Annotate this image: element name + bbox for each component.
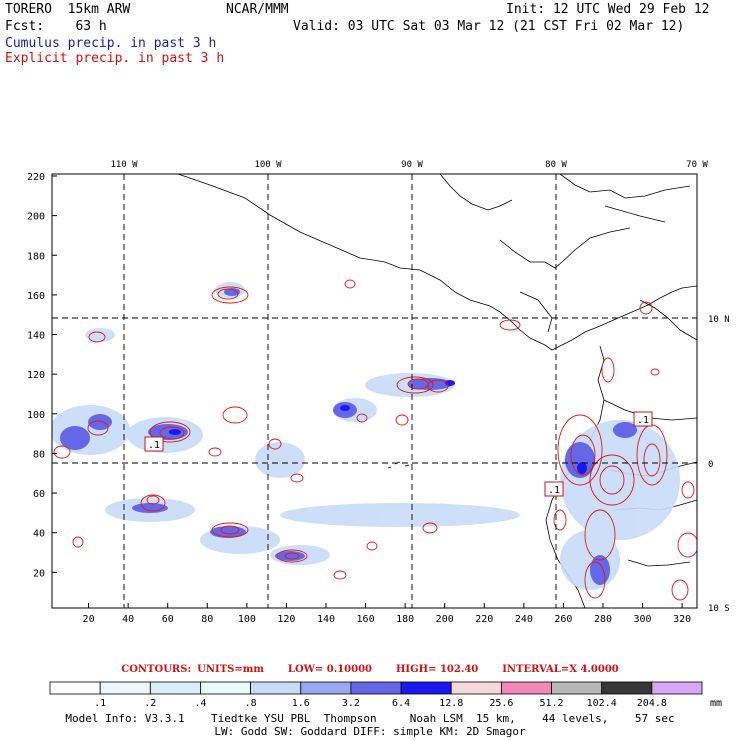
colorbar-label: 12.8 [439, 698, 463, 709]
x-axis: 20 40 60 80 100 120 140 160 180 200 220 240 260 280 30… [83, 603, 691, 625]
x-tick-label: 20 [83, 614, 95, 625]
y-tick-label: 120 [27, 370, 45, 381]
contour-title: CONTOURS: [121, 664, 192, 675]
valid-time: Valid: 03 UTC Sat 03 Mar 12 (21 CST Fri … [293, 19, 685, 34]
explicit-contours [53, 279, 697, 601]
colorbar-swatch [99, 681, 151, 695]
y-axis: 20 40 60 80 100 120 140 160 180 200 220 [27, 172, 57, 579]
colorbar-label: 204.8 [637, 698, 667, 709]
colorbar-label: .4 [194, 698, 206, 709]
y-tick-label: 60 [33, 489, 45, 500]
organization: NCAR/MMM [226, 2, 289, 17]
colorbar-label: 3.2 [342, 698, 360, 709]
y-tick-label: 220 [27, 172, 45, 183]
lon-label: 90 W [401, 160, 423, 170]
colorbar-swatch [49, 681, 101, 695]
colorbar-label: 51.2 [539, 698, 563, 709]
precip-shading [52, 282, 680, 590]
forecast-hour: Fcst: 63 h [5, 19, 107, 34]
map-frame [51, 173, 698, 609]
y-tick-label: 40 [33, 529, 45, 540]
x-tick-label: 60 [162, 614, 174, 625]
x-tick-label: 180 [396, 614, 414, 625]
y-tick-label: 100 [27, 410, 45, 421]
colorbar-label: .8 [245, 698, 257, 709]
lon-label: 100 W [254, 160, 282, 170]
x-tick-label: 100 [238, 614, 256, 625]
y-tick-label: 80 [33, 449, 45, 460]
x-tick-label: 320 [673, 614, 691, 625]
lat-labels: 10 N 0 10 S [708, 315, 730, 614]
model-info: Model Info: V3.3.1 Tiedtke YSU PBL Thomp… [65, 712, 675, 725]
x-tick-label: 160 [357, 614, 375, 625]
lat-label: 10 N [708, 315, 730, 325]
colorbar-label: 6.4 [392, 698, 410, 709]
lat-label: 0 [708, 460, 713, 470]
colorbar-swatch [551, 681, 603, 695]
model-title: TORERO 15km ARW [5, 2, 131, 17]
colorbar-unit: mm [710, 698, 722, 709]
y-tick-label: 200 [27, 212, 45, 223]
x-tick-label: 140 [317, 614, 335, 625]
lon-label: 110 W [110, 160, 138, 170]
colorbar-label: .2 [144, 698, 156, 709]
explicit-legend: Explicit precip. in past 3 h [5, 51, 225, 66]
colorbar-label: 102.4 [587, 698, 617, 709]
contour-units: UNITS=mm [197, 664, 264, 675]
x-tick-label: 220 [475, 614, 493, 625]
y-tick-label: 160 [27, 291, 45, 302]
colorbar-label: 25.6 [489, 698, 513, 709]
colorbar-label: .1 [94, 698, 106, 709]
colorbar-swatch [651, 681, 703, 695]
lon-label: 80 W [545, 160, 567, 170]
box-label-3: .1 [637, 415, 649, 426]
box-label-2: .1 [548, 485, 560, 496]
lon-labels: 110 W 100 W 90 W 80 W 70 W [110, 160, 708, 170]
colorbar-swatch [350, 681, 402, 695]
contour-high: HIGH= 102.40 [395, 664, 479, 675]
contour-interval: INTERVAL=X 4.0000 [502, 664, 619, 675]
lat-lon-grid [52, 174, 697, 608]
colorbar-swatch [450, 681, 502, 695]
box-label-1: .1 [148, 440, 160, 451]
y-tick-label: 140 [27, 331, 45, 342]
colorbar-swatch [300, 681, 352, 695]
colorbar-swatch [200, 681, 252, 695]
lat-label: 10 S [708, 604, 730, 614]
x-tick-label: 40 [122, 614, 134, 625]
contour-info: CONTOURS: UNITS=mm LOW= 0.10000 HIGH= 102.4… [0, 664, 740, 675]
map-content [52, 174, 697, 608]
color-bar: .1.2.4.8 1.6 3.2 6.4 12.8 25.6 51.2 102.4 204.8 … [49, 681, 722, 709]
x-tick-label: 280 [594, 614, 612, 625]
colorbar-label: 1.6 [292, 698, 310, 709]
cumulus-legend: Cumulus precip. in past 3 h [5, 36, 217, 51]
colorbar-swatch [149, 681, 201, 695]
y-tick-label: 20 [33, 568, 45, 579]
x-tick-label: 240 [515, 614, 533, 625]
lon-label: 70 W [686, 160, 708, 170]
y-tick-label: 180 [27, 251, 45, 262]
colorbar-swatch [250, 681, 302, 695]
x-tick-label: 260 [554, 614, 572, 625]
box-labels: .1 .1 .1 [144, 411, 653, 497]
colorbar-swatch [400, 681, 452, 695]
model-physics: LW: Godd SW: Goddard DIFF: simple KM: 2D… [214, 725, 526, 738]
init-time: Init: 12 UTC Wed 29 Feb 12 [506, 2, 710, 17]
colorbar-swatch [601, 681, 653, 695]
x-tick-label: 300 [634, 614, 652, 625]
x-tick-label: 80 [201, 614, 213, 625]
colorbar-swatch [500, 681, 552, 695]
x-tick-label: 120 [277, 614, 295, 625]
x-tick-label: 200 [436, 614, 454, 625]
contour-low: LOW= 0.10000 [287, 664, 372, 675]
